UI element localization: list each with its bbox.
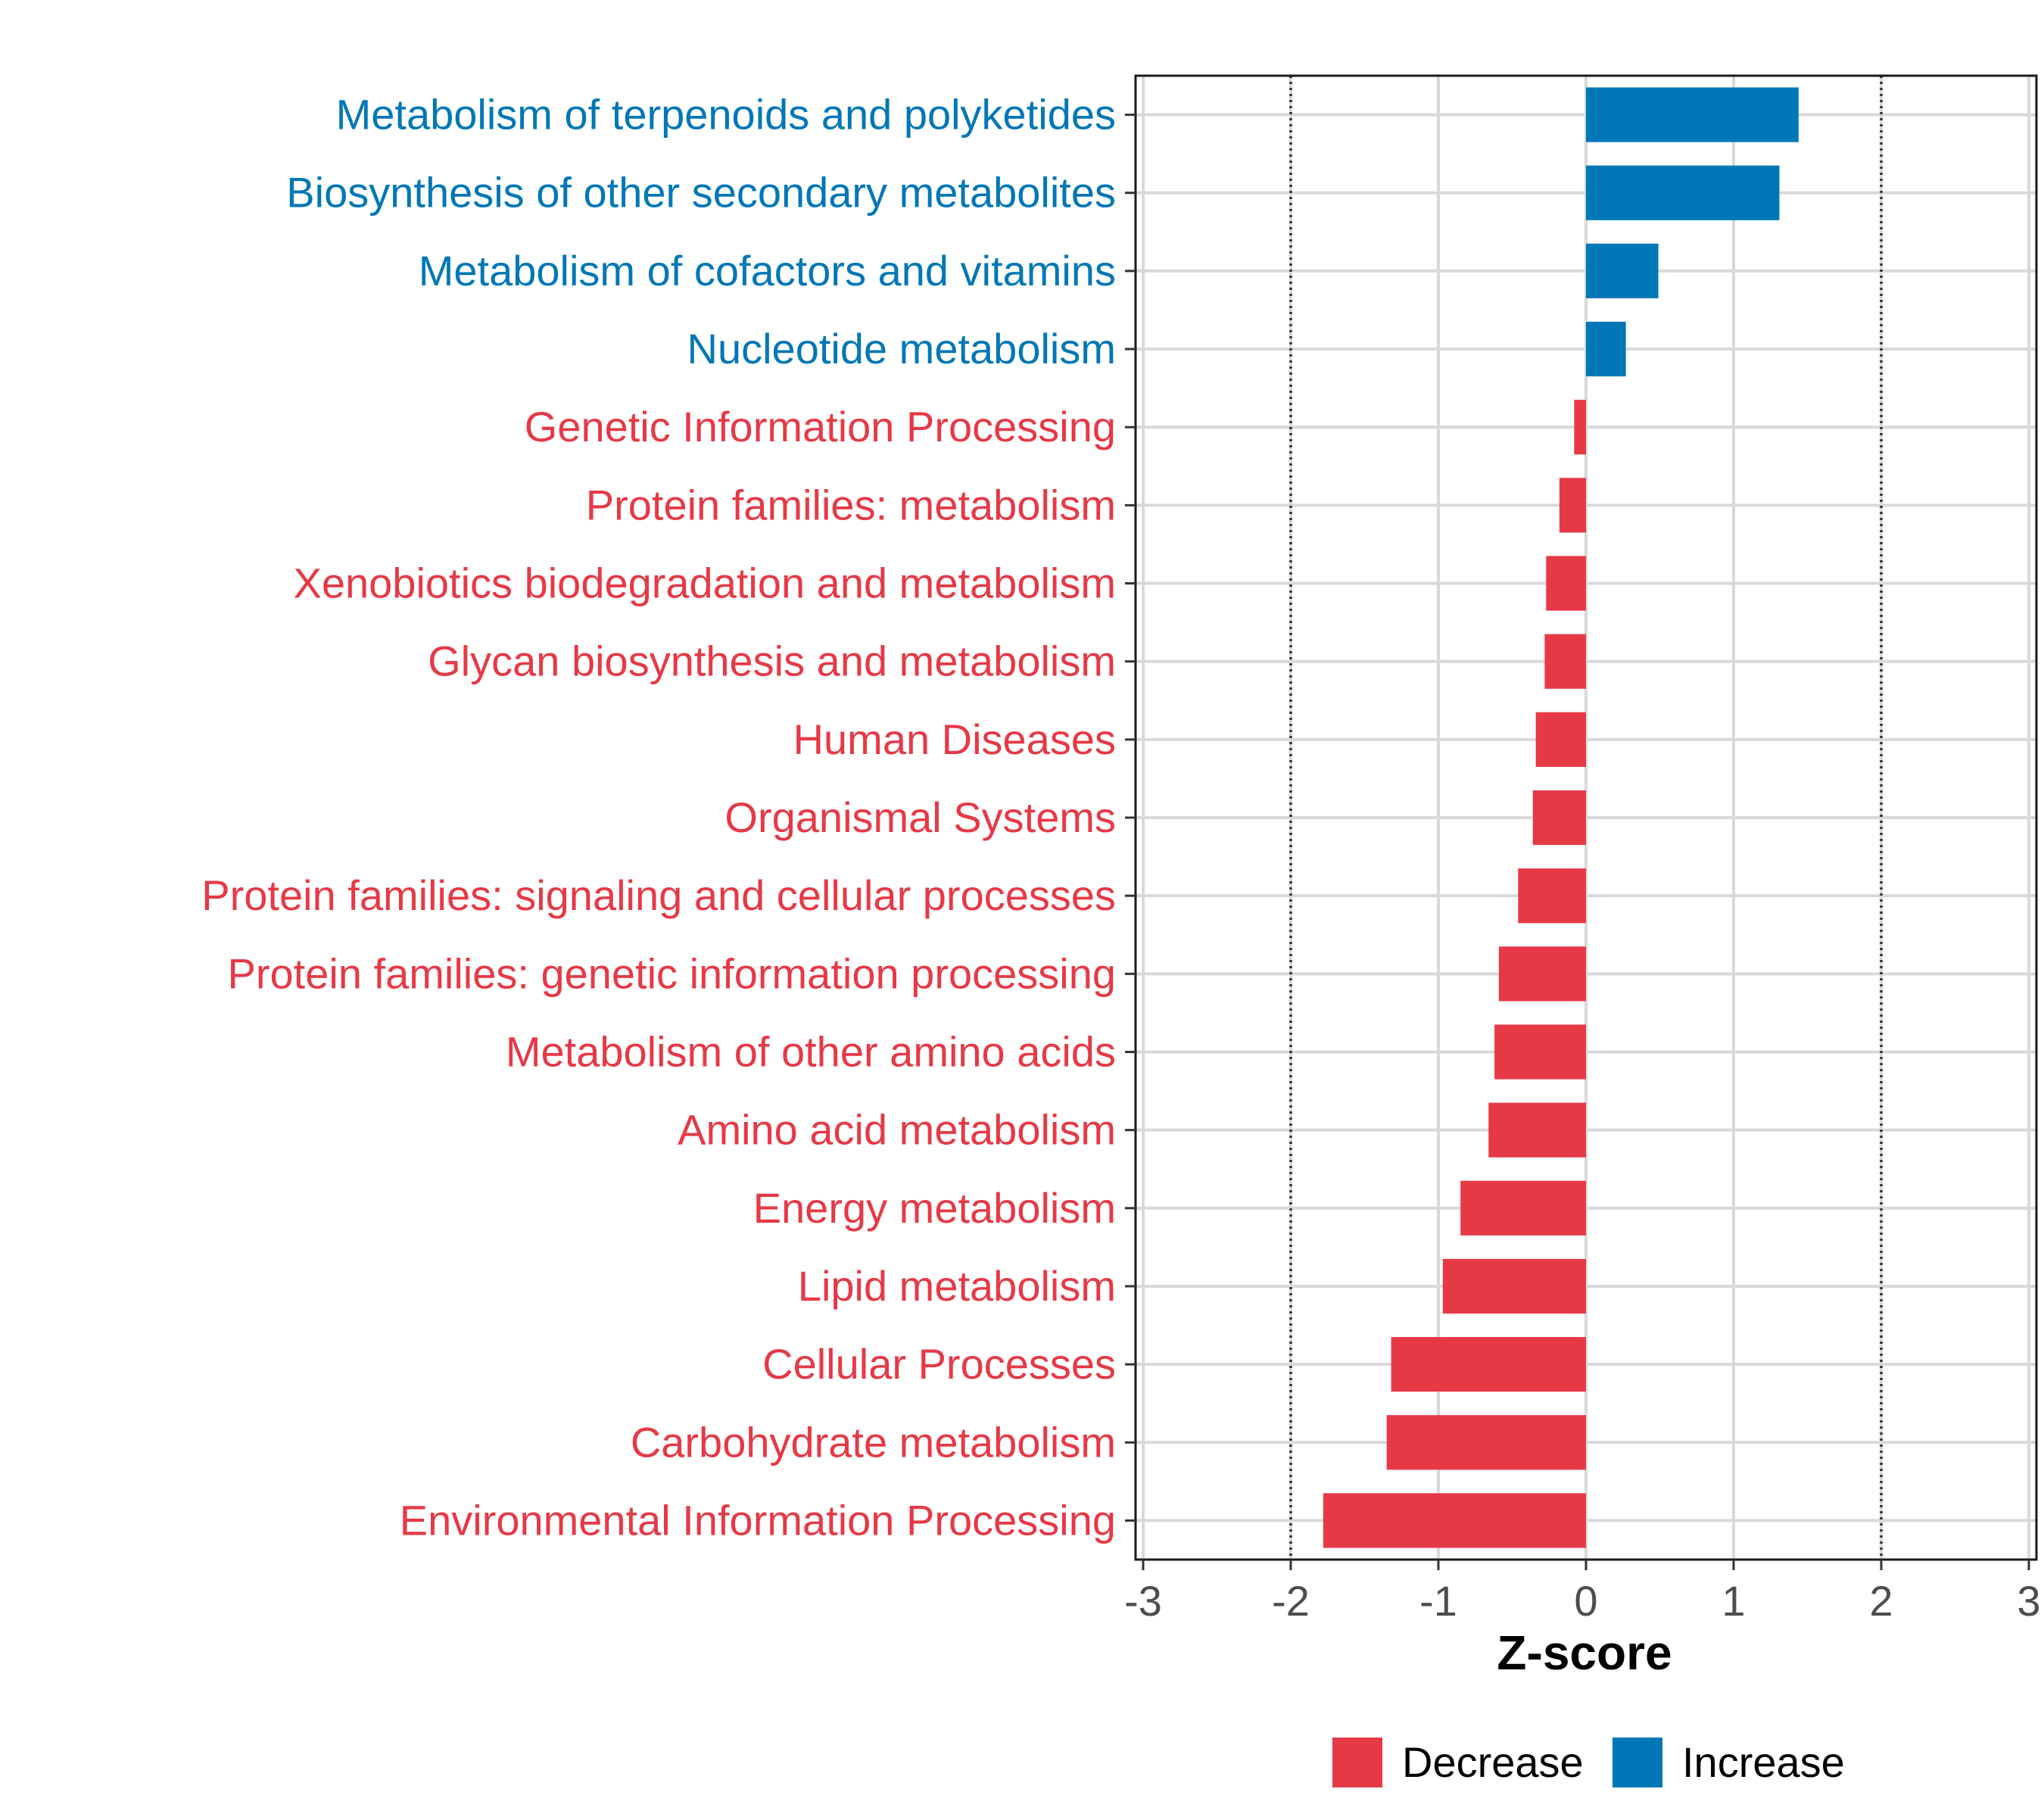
bar <box>1391 1337 1586 1392</box>
category-label: Nucleotide metabolism <box>687 325 1116 372</box>
category-label: Metabolism of terpenoids and polyketides <box>336 91 1116 139</box>
category-label: Protein families: genetic information pr… <box>228 949 1116 997</box>
legend-label: Decrease <box>1402 1738 1584 1786</box>
bar <box>1544 634 1586 689</box>
bar <box>1442 1258 1586 1314</box>
category-label: Lipid metabolism <box>798 1262 1116 1310</box>
legend-label: Increase <box>1682 1738 1845 1786</box>
x-axis-title: Z-score <box>1497 1625 1672 1680</box>
category-label: Amino acid metabolism <box>678 1106 1116 1154</box>
x-tick-label: 2 <box>1869 1577 1893 1625</box>
bar <box>1386 1415 1586 1470</box>
bar <box>1586 321 1626 377</box>
category-label: Cellular Processes <box>762 1340 1116 1388</box>
x-tick-label: 1 <box>1722 1577 1745 1625</box>
x-tick-label: 0 <box>1574 1577 1597 1625</box>
bar <box>1498 946 1586 1002</box>
category-label: Organismal Systems <box>724 793 1116 841</box>
bar <box>1494 1024 1586 1080</box>
bar <box>1532 790 1586 846</box>
x-axis: -3 -2 -1 0 1 2 3 <box>1124 1560 2041 1625</box>
bar <box>1488 1102 1586 1158</box>
category-label: Biosynthesis of other secondary metaboli… <box>286 169 1116 217</box>
category-label: Energy metabolism <box>753 1184 1116 1232</box>
category-label: Environmental Information Processing <box>400 1496 1116 1544</box>
bar <box>1586 87 1799 142</box>
bar <box>1518 868 1586 924</box>
category-labels: Metabolism of terpenoids and polyketides… <box>201 91 1136 1544</box>
reference-lines <box>1289 76 1883 1560</box>
bar <box>1586 165 1780 220</box>
category-label: Metabolism of other amino acids <box>506 1027 1116 1075</box>
category-label: Metabolism of cofactors and vitamins <box>419 247 1116 295</box>
x-tick-label: -2 <box>1272 1577 1310 1625</box>
category-label: Glycan biosynthesis and metabolism <box>428 637 1116 685</box>
category-label: Human Diseases <box>793 715 1116 763</box>
x-tick-label: -3 <box>1124 1577 1162 1625</box>
category-label: Xenobiotics biodegradation and metabolis… <box>294 559 1116 607</box>
x-tick-label: -1 <box>1419 1577 1457 1625</box>
category-label: Carbohydrate metabolism <box>631 1418 1116 1466</box>
bar <box>1586 243 1659 298</box>
bars <box>1323 87 1799 1548</box>
bar <box>1460 1180 1586 1236</box>
legend: Decrease Increase <box>1332 1738 1845 1787</box>
bar <box>1546 556 1586 611</box>
bar <box>1535 712 1586 767</box>
bar <box>1559 478 1586 533</box>
bar <box>1323 1493 1586 1548</box>
category-label: Genetic Information Processing <box>525 403 1116 450</box>
x-tick-label: 3 <box>2017 1577 2040 1625</box>
bar <box>1574 400 1586 455</box>
category-label: Protein families: signaling and cellular… <box>201 871 1116 919</box>
legend-swatch <box>1612 1738 1662 1787</box>
legend-swatch <box>1332 1738 1382 1787</box>
category-label: Protein families: metabolism <box>586 481 1116 528</box>
